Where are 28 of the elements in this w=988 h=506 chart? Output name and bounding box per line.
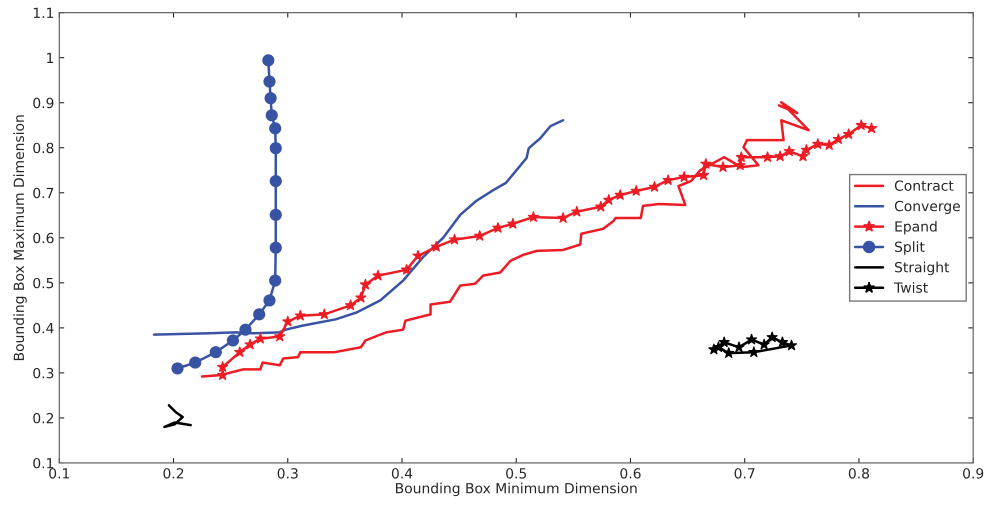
legend-label: Straight	[895, 262, 950, 276]
y-tick-label: 0.9	[33, 98, 54, 108]
y-tick-label: 1	[47, 52, 54, 63]
y-tick-label: 0.2	[33, 412, 54, 424]
y-tick-label: 0.4	[33, 322, 54, 334]
y-tick-label: 0.3	[33, 368, 54, 378]
y-tick-label: 0.6	[33, 232, 54, 244]
x-tick-label: 0.2	[163, 468, 184, 479]
y-tick-label: 1.1	[34, 8, 54, 18]
legend-label: Epand	[895, 220, 937, 234]
x-tick-label: 0.5	[506, 468, 526, 479]
x-tick-label: 0.8	[848, 468, 870, 479]
legend-label: Twist	[894, 282, 928, 293]
y-tick-label: 0.5	[33, 278, 54, 288]
y-tick-label: 0.1	[33, 458, 54, 468]
legend-label: Converge	[894, 200, 960, 214]
y-tick-label: 0.8	[33, 142, 54, 154]
x-tick-label: 0.9	[963, 468, 984, 479]
legend-label: Contract	[894, 180, 954, 191]
x-tick-label: 0.3	[278, 468, 298, 479]
legend-label: Split	[895, 241, 925, 255]
x-axis-title: Bounding Box Minimum Dimension	[396, 482, 637, 496]
x-tick-label: 0.1	[49, 468, 70, 479]
y-axis-title: Bounding Box Maximum Dimension	[13, 115, 27, 360]
x-tick-label: 0.4	[392, 468, 412, 479]
x-tick-label: 0.7	[734, 468, 755, 479]
y-tick-label: 0.7	[33, 188, 54, 198]
x-tick-label: 0.6	[620, 468, 641, 479]
